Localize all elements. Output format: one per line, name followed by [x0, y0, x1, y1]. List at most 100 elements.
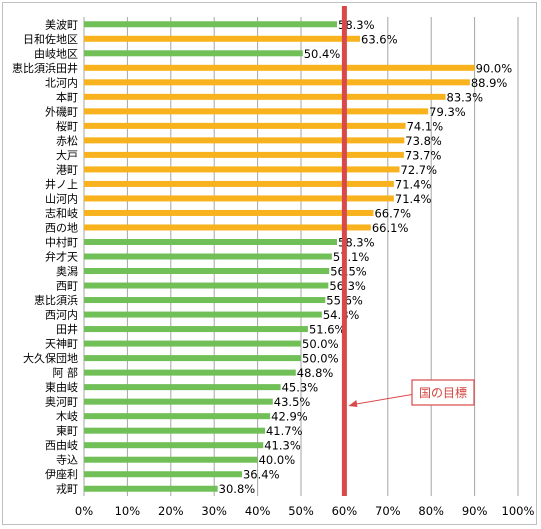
value-label: 40.0% — [259, 453, 296, 467]
category-label: 西の地 — [45, 221, 78, 234]
bar — [84, 282, 329, 289]
x-tick-label: 40% — [245, 504, 271, 518]
bar — [84, 456, 258, 463]
value-label: 41.7% — [266, 424, 303, 438]
category-label: 港町 — [56, 163, 78, 176]
x-tick-label: 70% — [375, 504, 401, 518]
value-label: 30.8% — [219, 482, 256, 496]
bar — [84, 398, 273, 405]
category-label: 天神町 — [45, 337, 78, 351]
value-label: 58.3% — [338, 235, 375, 249]
category-label: 伊座利 — [45, 467, 78, 481]
value-label: 54.8% — [323, 308, 360, 322]
value-label: 90.0% — [476, 61, 513, 75]
bar-chart: 0% 10% 20% 30% 40% 50% 60% 70% 80% 90% 100% 美波町 58.3… — [12, 6, 535, 518]
target-label: 国の目標 — [419, 386, 467, 400]
bar — [84, 297, 326, 304]
value-label: 48.8% — [297, 366, 334, 380]
category-label: 桜町 — [56, 119, 78, 133]
category-label: 山河内 — [45, 191, 78, 205]
bar — [84, 238, 338, 245]
category-label: 寺込 — [56, 454, 78, 467]
bar — [84, 79, 470, 86]
bar — [84, 64, 475, 71]
bar — [84, 195, 394, 202]
value-label: 56.5% — [330, 265, 367, 279]
category-label: 志和岐 — [45, 207, 78, 220]
category-label: 西由岐 — [45, 438, 78, 452]
x-tick-label: 50% — [288, 504, 314, 518]
category-label: 外磯町 — [45, 105, 78, 118]
category-label: 大戸 — [56, 148, 78, 162]
callout-arrow-head — [348, 400, 358, 407]
category-label: 東町 — [56, 425, 78, 438]
bar — [84, 253, 332, 260]
bar — [84, 369, 296, 376]
category-label: 木岐 — [56, 410, 78, 423]
value-label: 88.9% — [471, 76, 508, 90]
value-label: 71.4% — [395, 177, 432, 191]
bar — [84, 108, 429, 115]
x-tick-label: 30% — [201, 504, 227, 518]
bar — [84, 50, 303, 57]
value-label: 36.4% — [243, 468, 280, 482]
category-label: 赤松 — [56, 133, 78, 147]
bar — [84, 93, 446, 100]
bar — [84, 311, 322, 318]
x-tick-label: 10% — [115, 504, 141, 518]
bar — [84, 384, 281, 391]
value-label: 72.7% — [401, 163, 438, 177]
value-label: 50.4% — [304, 47, 341, 61]
category-label: 本町 — [56, 90, 78, 104]
category-label: 西河内 — [45, 308, 78, 322]
bar — [84, 224, 371, 231]
category-label: 弁才天 — [45, 250, 78, 264]
category-label: 奥河町 — [45, 395, 78, 409]
bar — [84, 427, 265, 434]
category-label: 北河内 — [45, 75, 78, 89]
bar — [84, 355, 301, 362]
category-label: 恵比須浜 — [34, 293, 78, 307]
bar — [84, 151, 404, 158]
value-label: 43.5% — [274, 395, 311, 409]
category-label: 美波町 — [45, 18, 78, 31]
value-label: 83.3% — [447, 90, 484, 104]
value-label: 51.6% — [309, 323, 346, 337]
category-label: 中村町 — [45, 235, 78, 249]
value-label: 50.0% — [302, 352, 339, 366]
value-label: 57.1% — [333, 250, 370, 264]
value-label: 42.9% — [271, 410, 308, 424]
bar — [84, 21, 338, 28]
category-label: 東由岐 — [45, 380, 78, 394]
category-label: 戎町 — [56, 483, 78, 496]
bar — [84, 209, 374, 216]
x-tick-label: 0% — [75, 504, 93, 518]
value-label: 66.1% — [372, 221, 409, 235]
x-tick-label: 90% — [462, 504, 488, 518]
bar — [84, 122, 406, 129]
category-label: 阿 部 — [53, 366, 79, 380]
x-tick-label: 20% — [158, 504, 184, 518]
value-label: 63.6% — [361, 32, 398, 46]
value-label: 66.7% — [374, 206, 411, 220]
category-label: 田井 — [56, 322, 78, 336]
value-label: 71.4% — [395, 192, 432, 206]
value-label: 73.7% — [405, 148, 442, 162]
bar — [84, 268, 330, 275]
chart-frame: 0% 10% 20% 30% 40% 50% 60% 70% 80% 90% 100% 美波町 58.3… — [2, 2, 537, 525]
callout-arrow-line — [350, 394, 413, 406]
value-label: 41.3% — [264, 439, 301, 453]
bar — [84, 340, 301, 347]
bar — [84, 326, 308, 333]
bar — [84, 137, 405, 144]
category-label: 日和佐地区 — [23, 32, 78, 46]
callout-box — [411, 379, 475, 406]
x-tick-label: 100% — [502, 504, 535, 518]
category-label: 西町 — [56, 280, 78, 293]
bar — [84, 35, 361, 42]
category-label: 奥潟 — [56, 264, 78, 278]
x-tick-label: 60% — [332, 504, 358, 518]
value-label: 73.8% — [405, 134, 442, 148]
bar — [84, 413, 271, 420]
value-label: 74.1% — [407, 119, 444, 133]
